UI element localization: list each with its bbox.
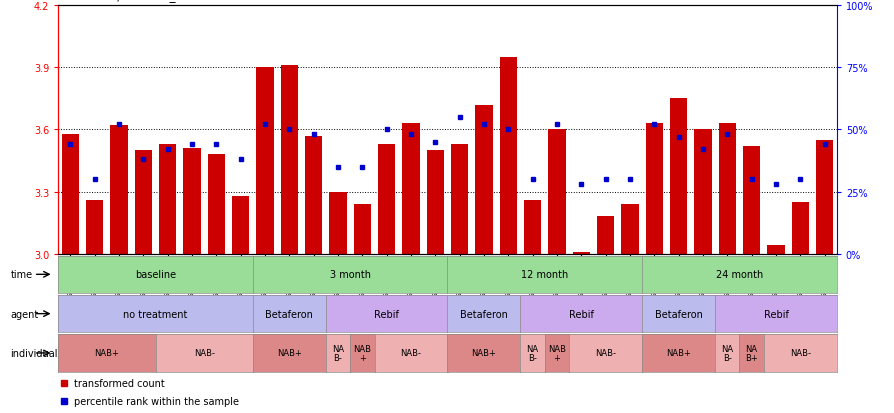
Bar	[110, 126, 127, 254]
Text: NAB-: NAB-	[193, 349, 215, 358]
Text: transformed count: transformed count	[73, 378, 164, 388]
Bar	[524, 200, 541, 254]
Text: NAB-: NAB-	[789, 349, 810, 358]
Text: NAB-: NAB-	[400, 349, 421, 358]
Text: Rebif: Rebif	[374, 309, 399, 319]
Bar	[257, 68, 274, 254]
Bar	[451, 145, 468, 254]
Bar	[402, 124, 419, 254]
Text: 24 month: 24 month	[715, 270, 763, 280]
Text: NAB
+: NAB +	[547, 344, 565, 363]
Text: Betaferon: Betaferon	[266, 309, 313, 319]
Text: Rebif: Rebif	[569, 309, 593, 319]
Text: NAB+: NAB+	[94, 349, 119, 358]
Bar	[767, 246, 784, 254]
Text: NAB
+: NAB +	[353, 344, 371, 363]
Bar	[329, 192, 346, 254]
Bar	[232, 196, 249, 254]
Text: Betaferon: Betaferon	[460, 309, 508, 319]
Text: agent: agent	[11, 309, 38, 319]
Text: NA
B-: NA B-	[332, 344, 343, 363]
Bar	[62, 134, 79, 254]
Bar	[548, 130, 565, 254]
Bar	[499, 58, 516, 254]
Text: NAB-: NAB-	[595, 349, 615, 358]
Bar	[742, 147, 759, 254]
Text: NA
B-: NA B-	[526, 344, 538, 363]
Bar	[645, 124, 662, 254]
Bar	[86, 200, 103, 254]
Text: GDS4147 / 238854_at: GDS4147 / 238854_at	[58, 0, 188, 2]
Text: no treatment: no treatment	[123, 309, 188, 319]
Bar	[572, 252, 589, 254]
Bar	[281, 66, 298, 254]
Text: Rebif: Rebif	[763, 309, 788, 319]
Text: NA
B-: NA B-	[721, 344, 732, 363]
Bar	[207, 155, 224, 254]
Bar	[378, 145, 395, 254]
Bar	[426, 151, 443, 254]
Text: NAB+: NAB+	[276, 349, 301, 358]
Bar	[694, 130, 711, 254]
Bar	[620, 204, 637, 254]
Text: NA
B+: NA B+	[745, 344, 757, 363]
Bar	[183, 149, 200, 254]
Bar	[353, 204, 370, 254]
Bar	[135, 151, 152, 254]
Text: percentile rank within the sample: percentile rank within the sample	[73, 396, 239, 406]
Bar	[791, 202, 808, 254]
Bar	[475, 105, 492, 254]
Bar	[596, 217, 613, 254]
Bar	[305, 136, 322, 254]
Bar	[718, 124, 735, 254]
Bar	[159, 145, 176, 254]
Bar	[670, 99, 687, 254]
Text: time: time	[11, 270, 32, 280]
Text: 3 month: 3 month	[329, 270, 370, 280]
Bar	[815, 140, 832, 254]
Text: individual: individual	[11, 348, 58, 358]
Text: baseline: baseline	[135, 270, 176, 280]
Text: Betaferon: Betaferon	[654, 309, 702, 319]
Text: 12 month: 12 month	[520, 270, 568, 280]
Text: NAB+: NAB+	[665, 349, 690, 358]
Text: NAB+: NAB+	[471, 349, 496, 358]
